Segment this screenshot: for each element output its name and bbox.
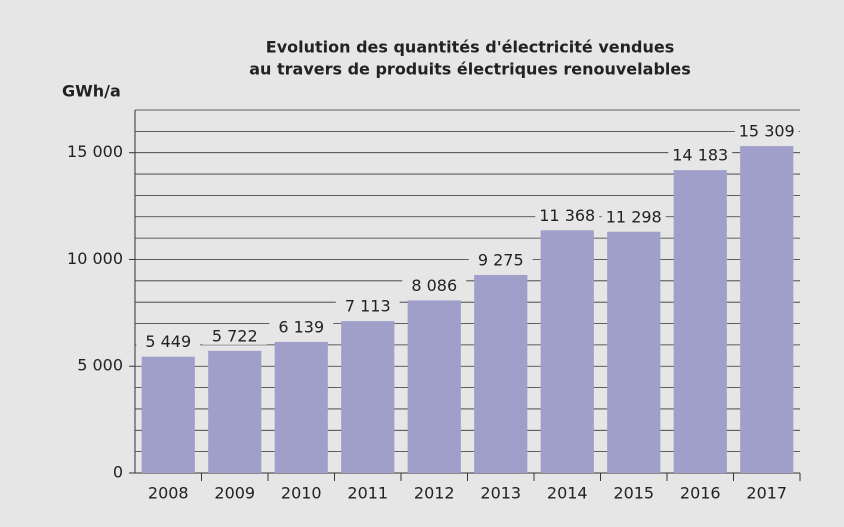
value-label: 15 309 [739, 122, 795, 141]
value-label-bg [601, 207, 666, 226]
y-tick-label: 0 [113, 463, 123, 482]
bar [740, 146, 794, 473]
y-tick-label: 10 000 [67, 249, 123, 268]
value-label: 7 113 [345, 297, 391, 316]
y-tick-label: 5 000 [77, 356, 123, 375]
value-label-bg [734, 122, 799, 141]
value-label: 9 275 [478, 250, 524, 269]
value-label-bg [335, 297, 400, 316]
chart-title: au travers de produits électriques renou… [249, 60, 691, 79]
y-axis-label: GWh/a [62, 82, 121, 101]
value-label: 6 139 [278, 317, 324, 336]
value-label: 14 183 [672, 146, 728, 165]
value-label: 5 449 [145, 332, 191, 351]
y-tick-label: 15 000 [67, 142, 123, 161]
value-label-bg [402, 276, 467, 295]
x-tick-label: 2012 [414, 484, 455, 503]
x-tick-label: 2015 [613, 484, 654, 503]
value-label: 8 086 [411, 276, 457, 295]
bar [274, 341, 328, 473]
x-tick-label: 2014 [547, 484, 588, 503]
value-label-bg [269, 317, 334, 336]
bar [141, 356, 195, 473]
value-label-bg [468, 250, 533, 269]
value-label-bg [202, 326, 267, 345]
bar [407, 300, 461, 473]
x-tick-label: 2008 [148, 484, 189, 503]
x-tick-label: 2016 [680, 484, 721, 503]
bar [673, 170, 727, 473]
value-label: 11 368 [539, 206, 595, 225]
bar [208, 350, 262, 473]
x-tick-label: 2009 [214, 484, 255, 503]
x-tick-label: 2017 [746, 484, 787, 503]
bar [474, 274, 528, 473]
value-label: 11 298 [606, 207, 662, 226]
value-label-bg [535, 206, 600, 225]
bar [540, 230, 594, 473]
x-tick-label: 2011 [347, 484, 388, 503]
value-label-bg [668, 146, 733, 165]
value-label-bg [136, 332, 201, 351]
chart-title: Evolution des quantités d'électricité ve… [266, 38, 674, 57]
x-tick-label: 2013 [480, 484, 521, 503]
value-label: 5 722 [212, 326, 258, 345]
bar [607, 231, 661, 473]
x-tick-label: 2010 [281, 484, 322, 503]
bar [341, 321, 395, 473]
